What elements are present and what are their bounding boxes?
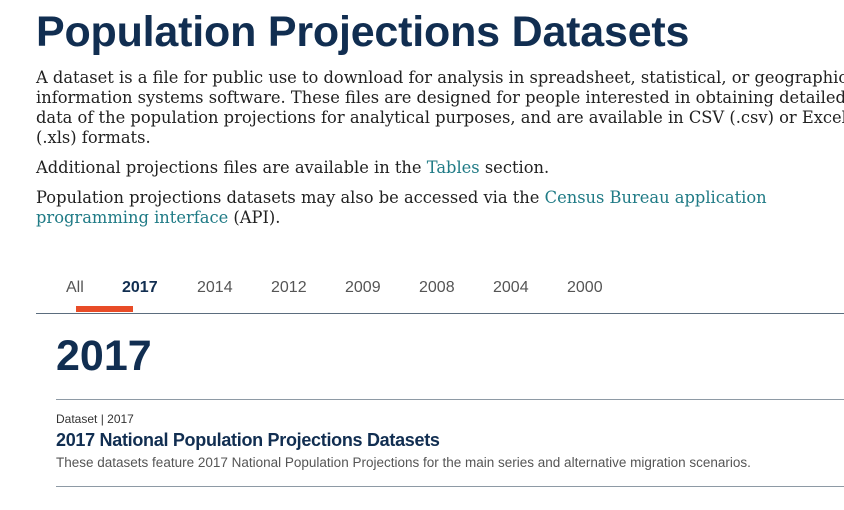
- section-heading: 2017: [56, 332, 152, 380]
- intro-line: information systems software. These file…: [36, 88, 844, 107]
- tab-2008[interactable]: 2008: [419, 279, 455, 313]
- page-title: Population Projections Datasets: [36, 8, 690, 56]
- additional-files-paragraph: Additional projections files are availab…: [36, 158, 549, 178]
- tab-label: All: [66, 279, 84, 296]
- tab-label: 2008: [419, 279, 455, 296]
- additional-suffix: section.: [479, 158, 550, 177]
- year-tabs: All 2017 2014 2012 2009 2008 2004 2000: [36, 270, 844, 314]
- tab-label: 2012: [271, 279, 307, 296]
- tab-2004[interactable]: 2004: [493, 279, 529, 313]
- divider: [56, 399, 844, 400]
- dataset-description: These datasets feature 2017 National Pop…: [56, 455, 751, 470]
- api-paragraph: Population projections datasets may also…: [36, 188, 796, 228]
- intro-line: (.xls) formats.: [36, 128, 151, 147]
- divider: [56, 486, 844, 487]
- tab-label: 2009: [345, 279, 381, 296]
- intro-line: data of the population projections for a…: [36, 108, 844, 127]
- tab-label: 2000: [567, 279, 603, 296]
- tab-label: 2014: [197, 279, 233, 296]
- dataset-title-link[interactable]: 2017 National Population Projections Dat…: [56, 430, 440, 450]
- tab-2017[interactable]: 2017: [122, 279, 158, 313]
- intro-paragraph: A dataset is a file for public use to do…: [36, 68, 844, 148]
- api-link[interactable]: Census Bureau application programming in…: [36, 188, 767, 227]
- tab-2014[interactable]: 2014: [197, 279, 233, 313]
- tab-all[interactable]: All: [66, 279, 84, 313]
- dataset-meta: Dataset | 2017: [56, 412, 134, 426]
- tables-link[interactable]: Tables: [426, 158, 480, 177]
- tab-label: 2017: [122, 279, 158, 296]
- api-suffix: (API).: [228, 208, 281, 227]
- intro-line: A dataset is a file for public use to do…: [36, 68, 844, 87]
- tab-label: 2004: [493, 279, 529, 296]
- tab-2009[interactable]: 2009: [345, 279, 381, 313]
- additional-prefix: Additional projections files are availab…: [36, 158, 427, 177]
- active-tab-indicator: [76, 306, 133, 312]
- tab-2000[interactable]: 2000: [567, 279, 603, 313]
- tab-2012[interactable]: 2012: [271, 279, 307, 313]
- api-prefix: Population projections datasets may also…: [36, 188, 545, 207]
